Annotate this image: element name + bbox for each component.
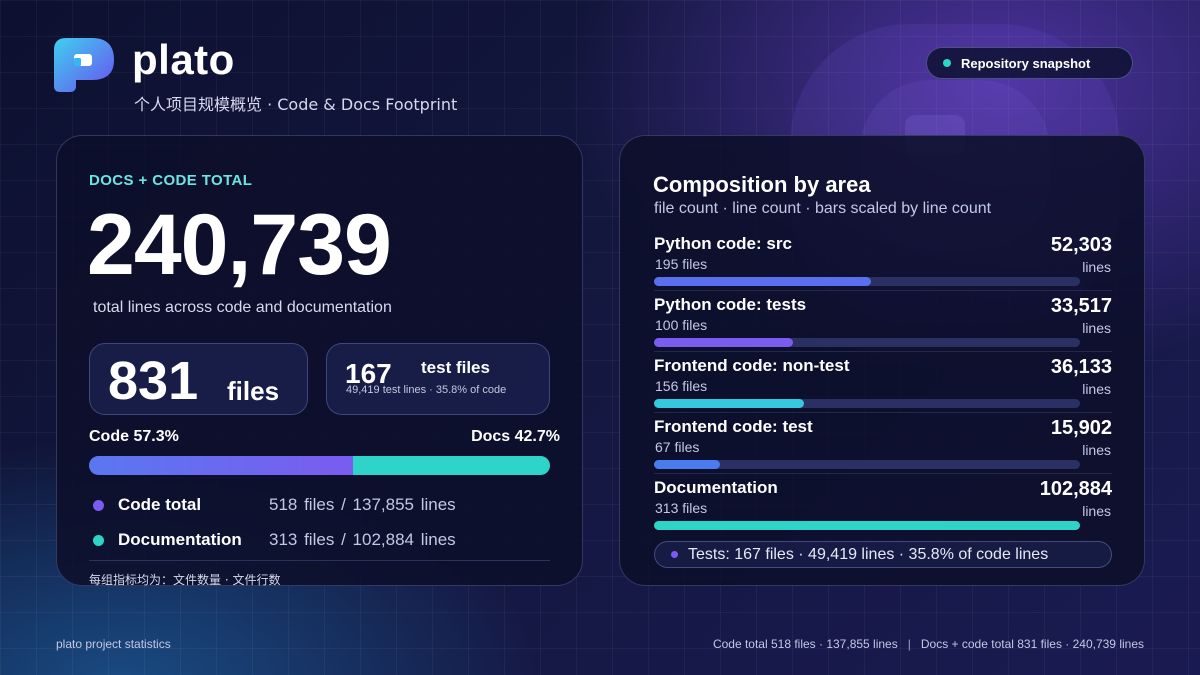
footer-caption: plato project statistics	[56, 637, 171, 651]
docs-legend-dot-icon	[93, 534, 104, 546]
summary-card: DOCS + CODE TOTAL 240,739 total lines ac…	[56, 135, 583, 587]
row-unit: lines	[1082, 259, 1111, 275]
row-line-count: 102,884	[1039, 478, 1112, 500]
code-legend-dot-icon	[93, 499, 104, 511]
code-share-label: Code 57.3%	[89, 428, 179, 445]
row-line-count: 15,902	[1050, 417, 1112, 439]
row-bar-track	[654, 399, 1080, 408]
plato-logo-icon	[52, 36, 116, 94]
test-files-detail: 49,419 test lines · 35.8% of code	[346, 384, 507, 396]
files-label: files	[227, 376, 280, 406]
legend-lines: 137,855 lines	[352, 495, 456, 514]
tests-summary-text: Tests: 167 files · 49,419 lines · 35.8% …	[688, 545, 1049, 563]
composition-row-python-tests: Python code: tests 100 files 33,517 line…	[654, 295, 1112, 353]
row-line-count: 36,133	[1050, 356, 1112, 378]
row-bar-fill	[654, 521, 1080, 530]
row-label: Python code: tests	[654, 295, 807, 314]
row-unit: lines	[1082, 503, 1111, 519]
files-stat-box: 831 files	[89, 343, 308, 415]
repository-snapshot-badge: Repository snapshot	[926, 47, 1133, 79]
tests-summary-badge: Tests: 167 files · 49,419 lines · 35.8% …	[654, 541, 1112, 568]
composition-row-python-src: Python code: src 195 files 52,303 lines	[654, 234, 1112, 292]
row-bar-fill	[654, 460, 720, 469]
composition-subtitle: file count · line count · bars scaled by…	[654, 200, 992, 217]
row-label: Python code: src	[654, 234, 792, 253]
total-lines-number: 240,739	[87, 197, 392, 293]
row-line-count: 33,517	[1050, 295, 1112, 317]
legend-label: Code total	[118, 495, 202, 514]
total-lines-caption: total lines across code and documentatio…	[93, 299, 392, 316]
row-unit: lines	[1082, 442, 1111, 458]
composition-row-frontend-non-test: Frontend code: non-test 156 files 36,133…	[654, 356, 1112, 414]
row-label: Documentation	[654, 478, 778, 497]
snapshot-label: Repository snapshot	[961, 55, 1091, 71]
status-dot-icon	[943, 59, 951, 67]
row-bar-track	[654, 277, 1080, 286]
tests-dot-icon	[671, 551, 678, 558]
metric-footnote: 每组指标均为：文件数量 · 文件行数	[89, 573, 281, 587]
legend-item-code: Code total 518 files / 137,855 lines	[93, 495, 456, 515]
legend-separator: /	[341, 495, 346, 514]
row-file-count: 100 files	[655, 317, 708, 333]
legend-item-documentation: Documentation 313 files / 102,884 lines	[93, 530, 456, 550]
row-bar-track	[654, 521, 1080, 530]
row-unit: lines	[1082, 320, 1111, 336]
legend-files: 313 files	[269, 530, 335, 549]
docs-share-label: Docs 42.7%	[471, 428, 560, 445]
row-divider	[654, 473, 1112, 474]
footer-overall-total: Docs + code total 831 files · 240,739 li…	[920, 637, 1144, 651]
legend-values: 518 files / 137,855 lines	[269, 495, 456, 515]
row-bar-fill	[654, 277, 871, 286]
footer-totals: Code total 518 files · 137,855 lines | D…	[713, 637, 1144, 651]
row-divider	[654, 290, 1112, 291]
code-share-segment	[89, 456, 354, 475]
test-files-count: 167	[345, 358, 392, 389]
composition-row-frontend-test: Frontend code: test 67 files 15,902 line…	[654, 417, 1112, 475]
row-bar-track	[654, 460, 1080, 469]
row-label: Frontend code: non-test	[654, 356, 850, 375]
legend-separator: /	[341, 530, 346, 549]
legend-lines: 102,884 lines	[352, 530, 456, 549]
composition-title: Composition by area	[653, 172, 871, 197]
row-bar-fill	[654, 399, 804, 408]
composition-card: Composition by area file count · line co…	[619, 135, 1145, 586]
row-divider	[654, 412, 1112, 413]
footer-divider: |	[907, 637, 911, 651]
row-file-count: 67 files	[655, 439, 700, 455]
test-files-stat-box: 167 test files 49,419 test lines · 35.8%…	[326, 343, 550, 415]
row-bar-track	[654, 338, 1080, 347]
legend-label: Documentation	[118, 530, 242, 549]
row-label: Frontend code: test	[654, 417, 813, 436]
divider	[89, 560, 550, 561]
row-file-count: 313 files	[655, 500, 708, 516]
row-unit: lines	[1082, 381, 1111, 397]
row-file-count: 156 files	[655, 378, 708, 394]
row-file-count: 195 files	[655, 256, 708, 272]
row-bar-fill	[654, 338, 793, 347]
composition-row-documentation: Documentation 313 files 102,884 lines	[654, 478, 1112, 536]
brand-title: plato	[132, 36, 235, 83]
test-files-label: test files	[421, 358, 490, 377]
footer-code-total: Code total 518 files · 137,855 lines	[712, 637, 898, 651]
summary-eyebrow: DOCS + CODE TOTAL	[89, 172, 253, 189]
files-count: 831	[108, 351, 199, 411]
code-docs-split-bar	[89, 456, 550, 475]
docs-share-segment	[353, 456, 550, 475]
legend-values: 313 files / 102,884 lines	[269, 530, 456, 550]
legend-files: 518 files	[269, 495, 335, 514]
page-subtitle: 个人项目规模概览 · Code & Docs Footprint	[134, 95, 458, 114]
row-divider	[654, 351, 1112, 352]
row-line-count: 52,303	[1050, 234, 1112, 256]
